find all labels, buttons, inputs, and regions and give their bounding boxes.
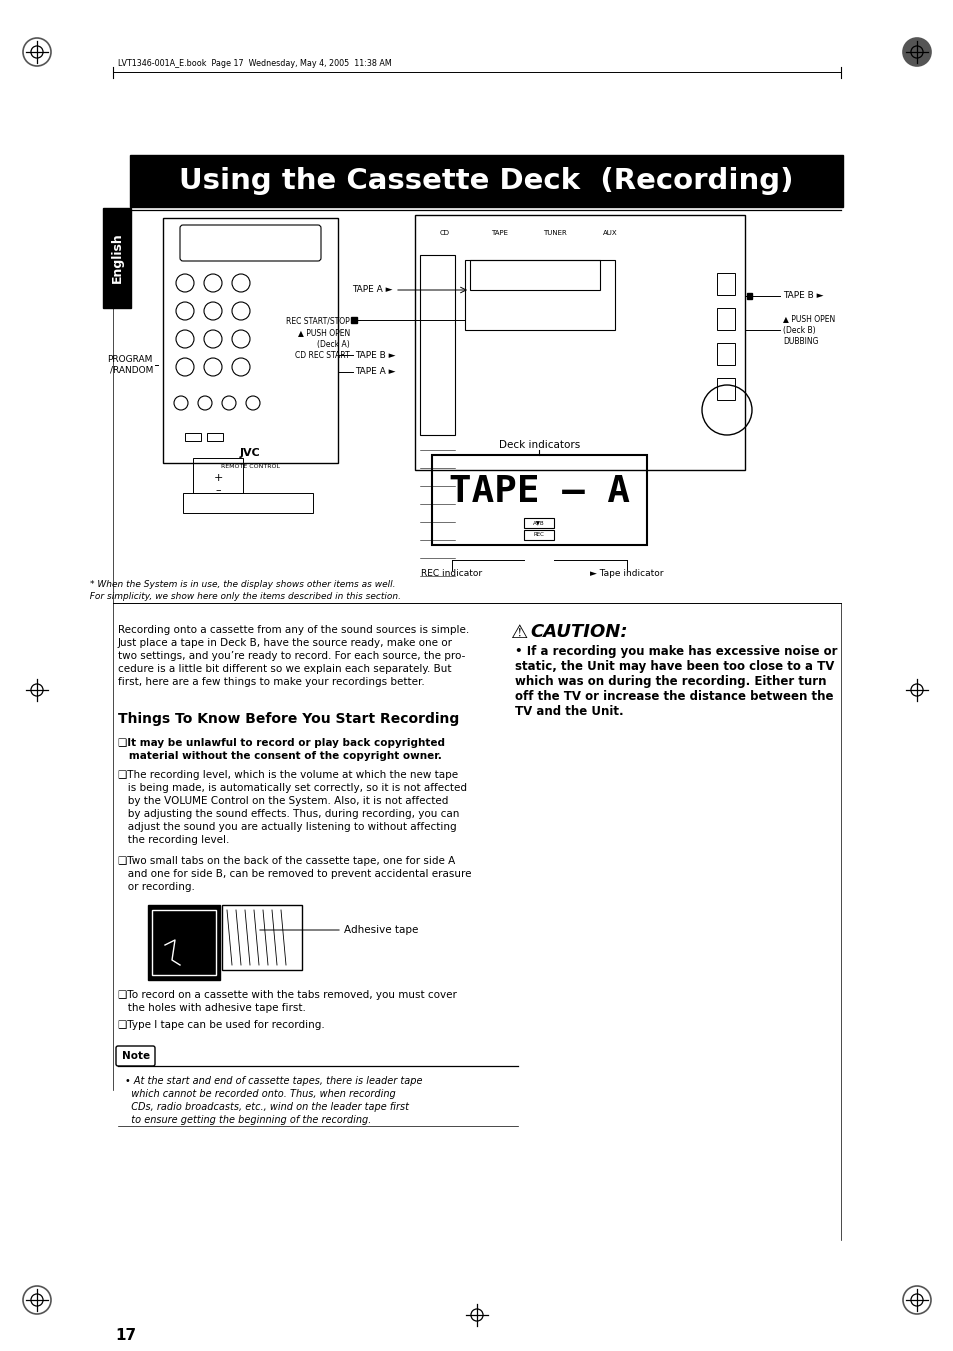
Bar (163, 218, 337, 463)
Bar (152, 911, 215, 975)
Text: Note: Note (122, 1051, 150, 1061)
Text: off the TV or increase the distance between the: off the TV or increase the distance betw… (515, 690, 833, 703)
Text: REC indicator: REC indicator (421, 570, 482, 578)
Text: * When the System is in use, the display shows other items as well.: * When the System is in use, the display… (91, 580, 395, 589)
Text: AUX: AUX (602, 230, 617, 236)
Bar (185, 434, 201, 440)
Text: two settings, and you’re ready to record. For each source, the pro-: two settings, and you’re ready to record… (118, 651, 465, 661)
Text: CDs, radio broadcasts, etc., wind on the leader tape first: CDs, radio broadcasts, etc., wind on the… (125, 1102, 409, 1112)
Text: Adhesive tape: Adhesive tape (344, 925, 418, 935)
Text: static, the Unit may have been too close to a TV: static, the Unit may have been too close… (515, 661, 834, 673)
Text: ► Tape indicator: ► Tape indicator (590, 570, 663, 578)
Text: first, here are a few things to make your recordings better.: first, here are a few things to make you… (118, 677, 424, 688)
Text: adjust the sound you are actually listening to without affecting: adjust the sound you are actually listen… (118, 821, 456, 832)
Text: LVT1346-001A_E.book  Page 17  Wednesday, May 4, 2005  11:38 AM: LVT1346-001A_E.book Page 17 Wednesday, M… (118, 58, 392, 68)
Text: –: – (215, 485, 220, 494)
Text: English: English (111, 232, 123, 284)
Text: JVC: JVC (240, 449, 260, 458)
Text: Things To Know Before You Start Recording: Things To Know Before You Start Recordin… (118, 712, 458, 725)
Text: material without the consent of the copyright owner.: material without the consent of the copy… (118, 751, 441, 761)
Text: Just place a tape in Deck B, have the source ready, make one or: Just place a tape in Deck B, have the so… (118, 638, 453, 648)
Bar (717, 378, 734, 400)
Text: TAPE: TAPE (491, 230, 508, 236)
Text: • At the start and end of cassette tapes, there is leader tape: • At the start and end of cassette tapes… (125, 1075, 422, 1086)
Text: ❑Type I tape can be used for recording.: ❑Type I tape can be used for recording. (118, 1020, 324, 1029)
Text: Recording onto a cassette from any of the sound sources is simple.: Recording onto a cassette from any of th… (118, 626, 469, 635)
Text: TV and the Unit.: TV and the Unit. (515, 705, 623, 717)
Text: TAPE – A: TAPE – A (449, 474, 629, 509)
Text: PROGRAM
/RANDOM: PROGRAM /RANDOM (108, 355, 152, 374)
Bar (717, 273, 734, 295)
Text: TAPE B ►: TAPE B ► (782, 292, 822, 300)
Bar (523, 530, 554, 540)
Bar (207, 434, 223, 440)
Text: is being made, is automatically set correctly, so it is not affected: is being made, is automatically set corr… (118, 784, 467, 793)
Text: to ensure getting the beginning of the recording.: to ensure getting the beginning of the r… (125, 1115, 371, 1125)
Circle shape (902, 38, 930, 66)
Bar (222, 905, 302, 970)
Text: which was on during the recording. Either turn: which was on during the recording. Eithe… (515, 676, 825, 688)
Text: cedure is a little bit different so we explain each separately. But: cedure is a little bit different so we e… (118, 663, 451, 674)
Bar (523, 517, 554, 528)
Bar (193, 458, 243, 493)
Text: ⚠: ⚠ (510, 623, 527, 642)
Text: TAPE A ►: TAPE A ► (355, 367, 395, 377)
Text: ❑The recording level, which is the volume at which the new tape: ❑The recording level, which is the volum… (118, 770, 457, 780)
Bar (419, 255, 455, 435)
Text: the recording level.: the recording level. (118, 835, 229, 844)
Text: REMOTE CONTROL: REMOTE CONTROL (221, 463, 280, 469)
Text: +: + (213, 473, 222, 484)
Text: ❑To record on a cassette with the tabs removed, you must cover: ❑To record on a cassette with the tabs r… (118, 990, 456, 1000)
Text: A▼B: A▼B (533, 520, 544, 526)
Bar (103, 208, 131, 308)
Text: by adjusting the sound effects. Thus, during recording, you can: by adjusting the sound effects. Thus, du… (118, 809, 459, 819)
Text: For simplicity, we show here only the items described in this section.: For simplicity, we show here only the it… (85, 592, 401, 601)
Text: Using the Cassette Deck  (Recording): Using the Cassette Deck (Recording) (179, 168, 793, 195)
Text: TUNER: TUNER (542, 230, 566, 236)
Text: ❑It may be unlawful to record or play back copyrighted: ❑It may be unlawful to record or play ba… (118, 738, 444, 748)
Text: and one for side B, can be removed to prevent accidental erasure: and one for side B, can be removed to pr… (118, 869, 471, 880)
Bar (464, 259, 615, 330)
Text: which cannot be recorded onto. Thus, when recording: which cannot be recorded onto. Thus, whe… (125, 1089, 395, 1098)
Bar (470, 259, 599, 290)
Text: 17: 17 (115, 1328, 136, 1343)
Text: CD: CD (439, 230, 450, 236)
Text: Deck indicators: Deck indicators (498, 440, 579, 450)
Text: REC: REC (533, 532, 544, 538)
Bar (717, 343, 734, 365)
Text: CAUTION:: CAUTION: (530, 623, 627, 640)
Bar (717, 308, 734, 330)
Bar (415, 215, 744, 470)
Bar (351, 317, 356, 323)
Bar (746, 293, 751, 299)
Bar (130, 155, 842, 207)
Text: REC START/STOP
▲ PUSH OPEN
(Deck A)
CD REC START: REC START/STOP ▲ PUSH OPEN (Deck A) CD R… (286, 316, 350, 361)
Text: ▲ PUSH OPEN
(Deck B)
DUBBING: ▲ PUSH OPEN (Deck B) DUBBING (782, 315, 835, 346)
Bar (148, 905, 220, 979)
Text: TAPE A ►: TAPE A ► (352, 285, 393, 295)
Text: ❑Two small tabs on the back of the cassette tape, one for side A: ❑Two small tabs on the back of the casse… (118, 857, 455, 866)
Text: • If a recording you make has excessive noise or: • If a recording you make has excessive … (515, 644, 837, 658)
Bar (432, 455, 646, 544)
Text: by the VOLUME Control on the System. Also, it is not affected: by the VOLUME Control on the System. Als… (118, 796, 448, 807)
Text: or recording.: or recording. (118, 882, 194, 892)
Bar (183, 493, 313, 513)
Text: TAPE B ►: TAPE B ► (355, 350, 395, 359)
Text: the holes with adhesive tape first.: the holes with adhesive tape first. (118, 1002, 306, 1013)
